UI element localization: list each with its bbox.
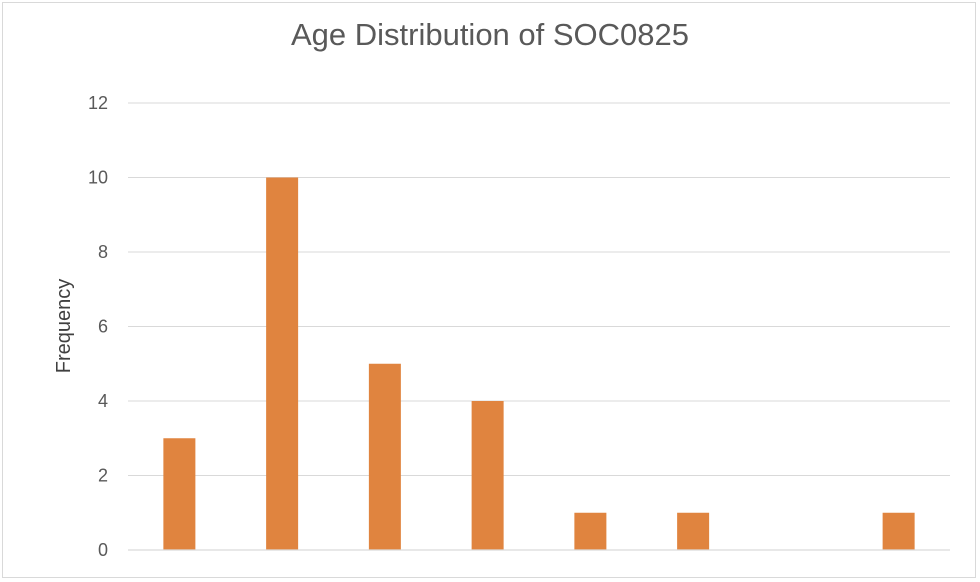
bar	[574, 512, 607, 550]
bars	[163, 177, 915, 550]
y-tick-label: 12	[88, 93, 108, 113]
bar	[163, 438, 196, 550]
y-tick-label: 2	[98, 466, 108, 486]
bar	[368, 363, 401, 550]
bar	[266, 177, 299, 550]
bar	[471, 401, 504, 550]
y-tick-label: 4	[98, 391, 108, 411]
y-axis-ticks: 0 2 4 6 8 10 12	[88, 93, 108, 560]
chart-title: Age Distribution of SOC0825	[291, 17, 689, 52]
y-tick-label: 0	[98, 540, 108, 560]
y-tick-label: 6	[98, 317, 108, 337]
y-tick-label: 10	[88, 168, 108, 188]
y-axis-label: Frequency	[53, 279, 75, 374]
bar	[882, 512, 915, 550]
gridlines	[128, 102, 950, 476]
y-tick-label: 8	[98, 242, 108, 262]
bar	[677, 512, 710, 550]
